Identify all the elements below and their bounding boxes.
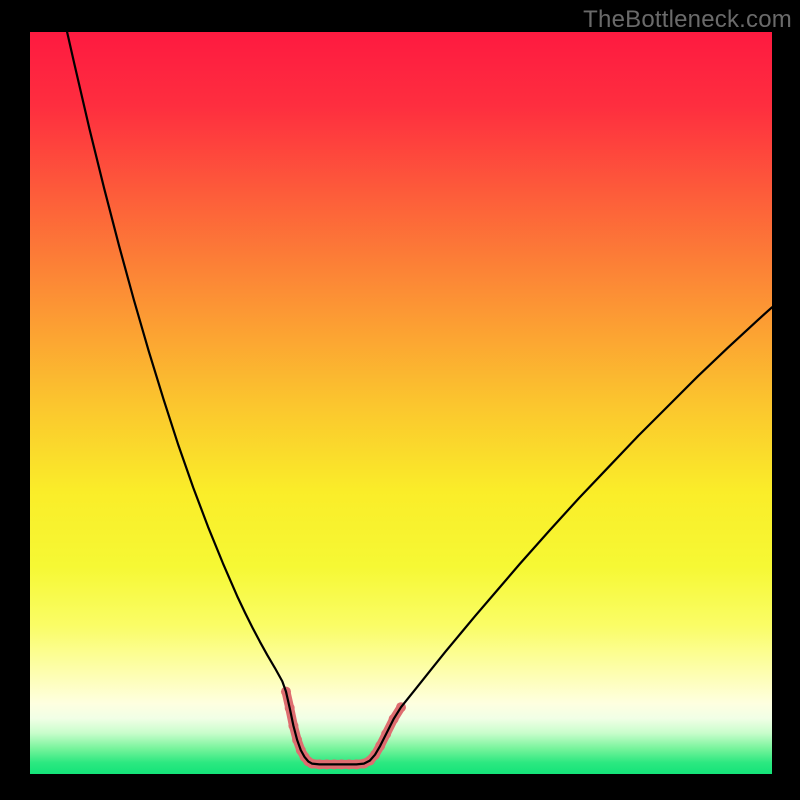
main-curve — [67, 32, 772, 764]
chart-svg — [30, 32, 772, 774]
watermark-text: TheBottleneck.com — [583, 6, 792, 34]
chart-stage: TheBottleneck.com — [0, 0, 800, 800]
plot-area — [30, 32, 772, 774]
